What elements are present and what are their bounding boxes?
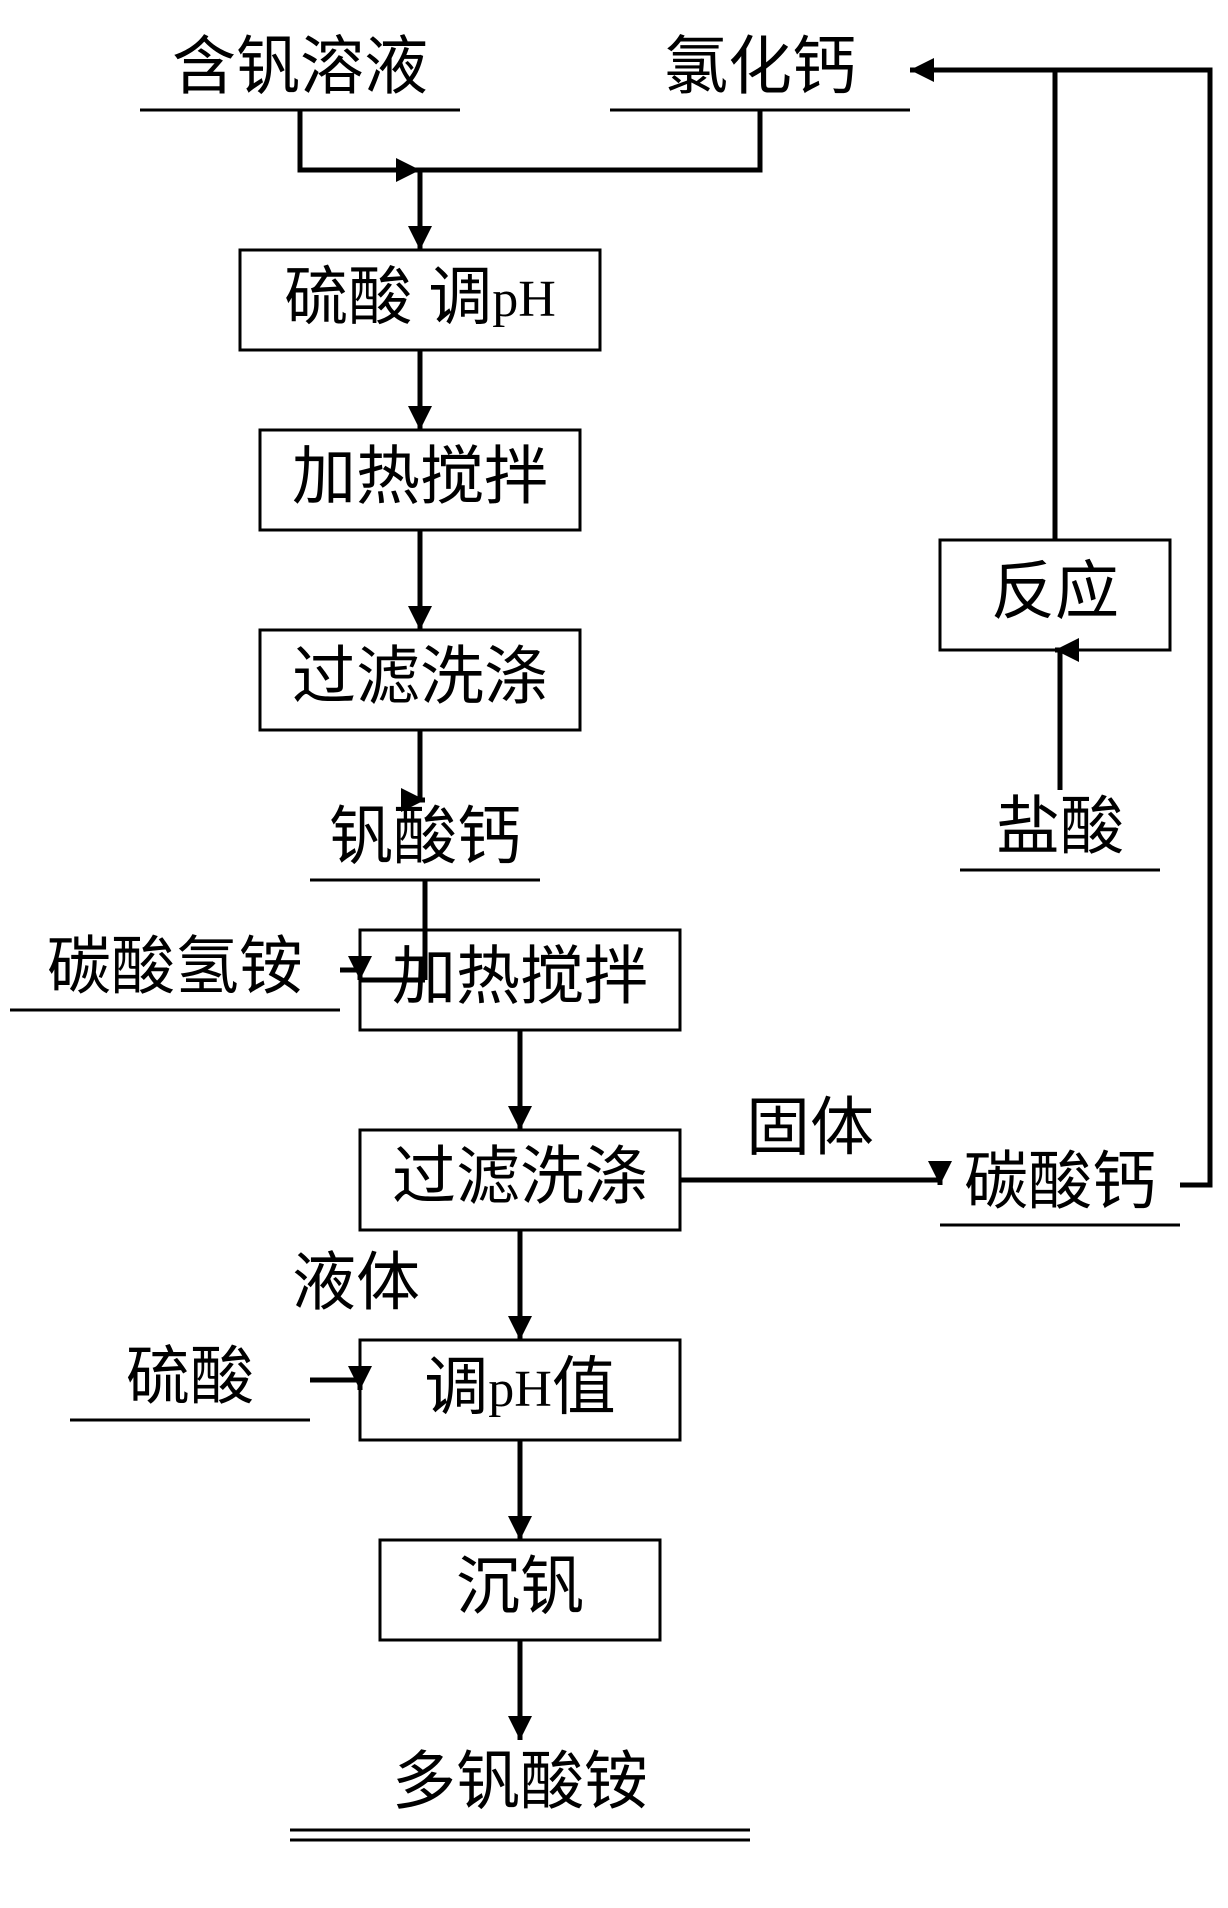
arrow xyxy=(310,1380,360,1390)
node-label-b_prec: 沉钒 xyxy=(456,1552,584,1623)
node-in_sol: 含钒溶液 xyxy=(140,32,460,110)
node-label-in_nh4: 碳酸氢铵 xyxy=(47,932,303,1003)
arrow xyxy=(1055,650,1060,790)
node-in_h2so4: 硫酸 xyxy=(70,1342,310,1420)
node-label-in_sol: 含钒溶液 xyxy=(172,32,428,103)
node-in_cacl2: 氯化钙 xyxy=(610,32,910,110)
node-label-b_ph1: 硫酸 调pH xyxy=(284,262,556,333)
node-b_react: 反应 xyxy=(940,540,1170,650)
node-b_filt2: 过滤洗涤 xyxy=(360,1130,680,1230)
node-in_nh4: 碳酸氢铵 xyxy=(10,932,340,1010)
node-u_caco3: 碳酸钙 xyxy=(940,1147,1180,1225)
node-b_heat1: 加热搅拌 xyxy=(260,430,580,530)
node-label-in_cacl2: 氯化钙 xyxy=(664,32,856,103)
arrow-label: 液体 xyxy=(292,1248,420,1319)
node-label-u_caco3: 碳酸钙 xyxy=(964,1147,1156,1218)
node-label-b_heat1: 加热搅拌 xyxy=(292,442,548,513)
arrow xyxy=(420,110,760,170)
node-b_prec: 沉钒 xyxy=(380,1540,660,1640)
arrow-label: 固体 xyxy=(746,1093,874,1164)
node-label-u_hcl: 盐酸 xyxy=(996,792,1124,863)
node-label-u_cav: 钒酸钙 xyxy=(329,802,521,873)
node-label-b_heat2: 加热搅拌 xyxy=(392,942,648,1013)
node-b_ph2: 调pH值 xyxy=(360,1340,680,1440)
arrow xyxy=(420,730,425,800)
node-label-u_out: 多钒酸铵 xyxy=(392,1747,648,1818)
node-label-b_filt2: 过滤洗涤 xyxy=(392,1142,648,1213)
node-u_hcl: 盐酸 xyxy=(960,792,1160,870)
node-label-in_h2so4: 硫酸 xyxy=(126,1342,254,1413)
arrow xyxy=(910,70,1055,540)
node-b_filt1: 过滤洗涤 xyxy=(260,630,580,730)
arrow xyxy=(680,1180,940,1185)
node-label-b_filt1: 过滤洗涤 xyxy=(292,642,548,713)
node-label-b_ph2: 调pH值 xyxy=(424,1352,616,1423)
node-label-b_react: 反应 xyxy=(991,557,1119,628)
node-b_ph1: 硫酸 调pH xyxy=(240,250,600,350)
node-u_out: 多钒酸铵 xyxy=(290,1747,750,1840)
node-u_cav: 钒酸钙 xyxy=(310,802,540,880)
